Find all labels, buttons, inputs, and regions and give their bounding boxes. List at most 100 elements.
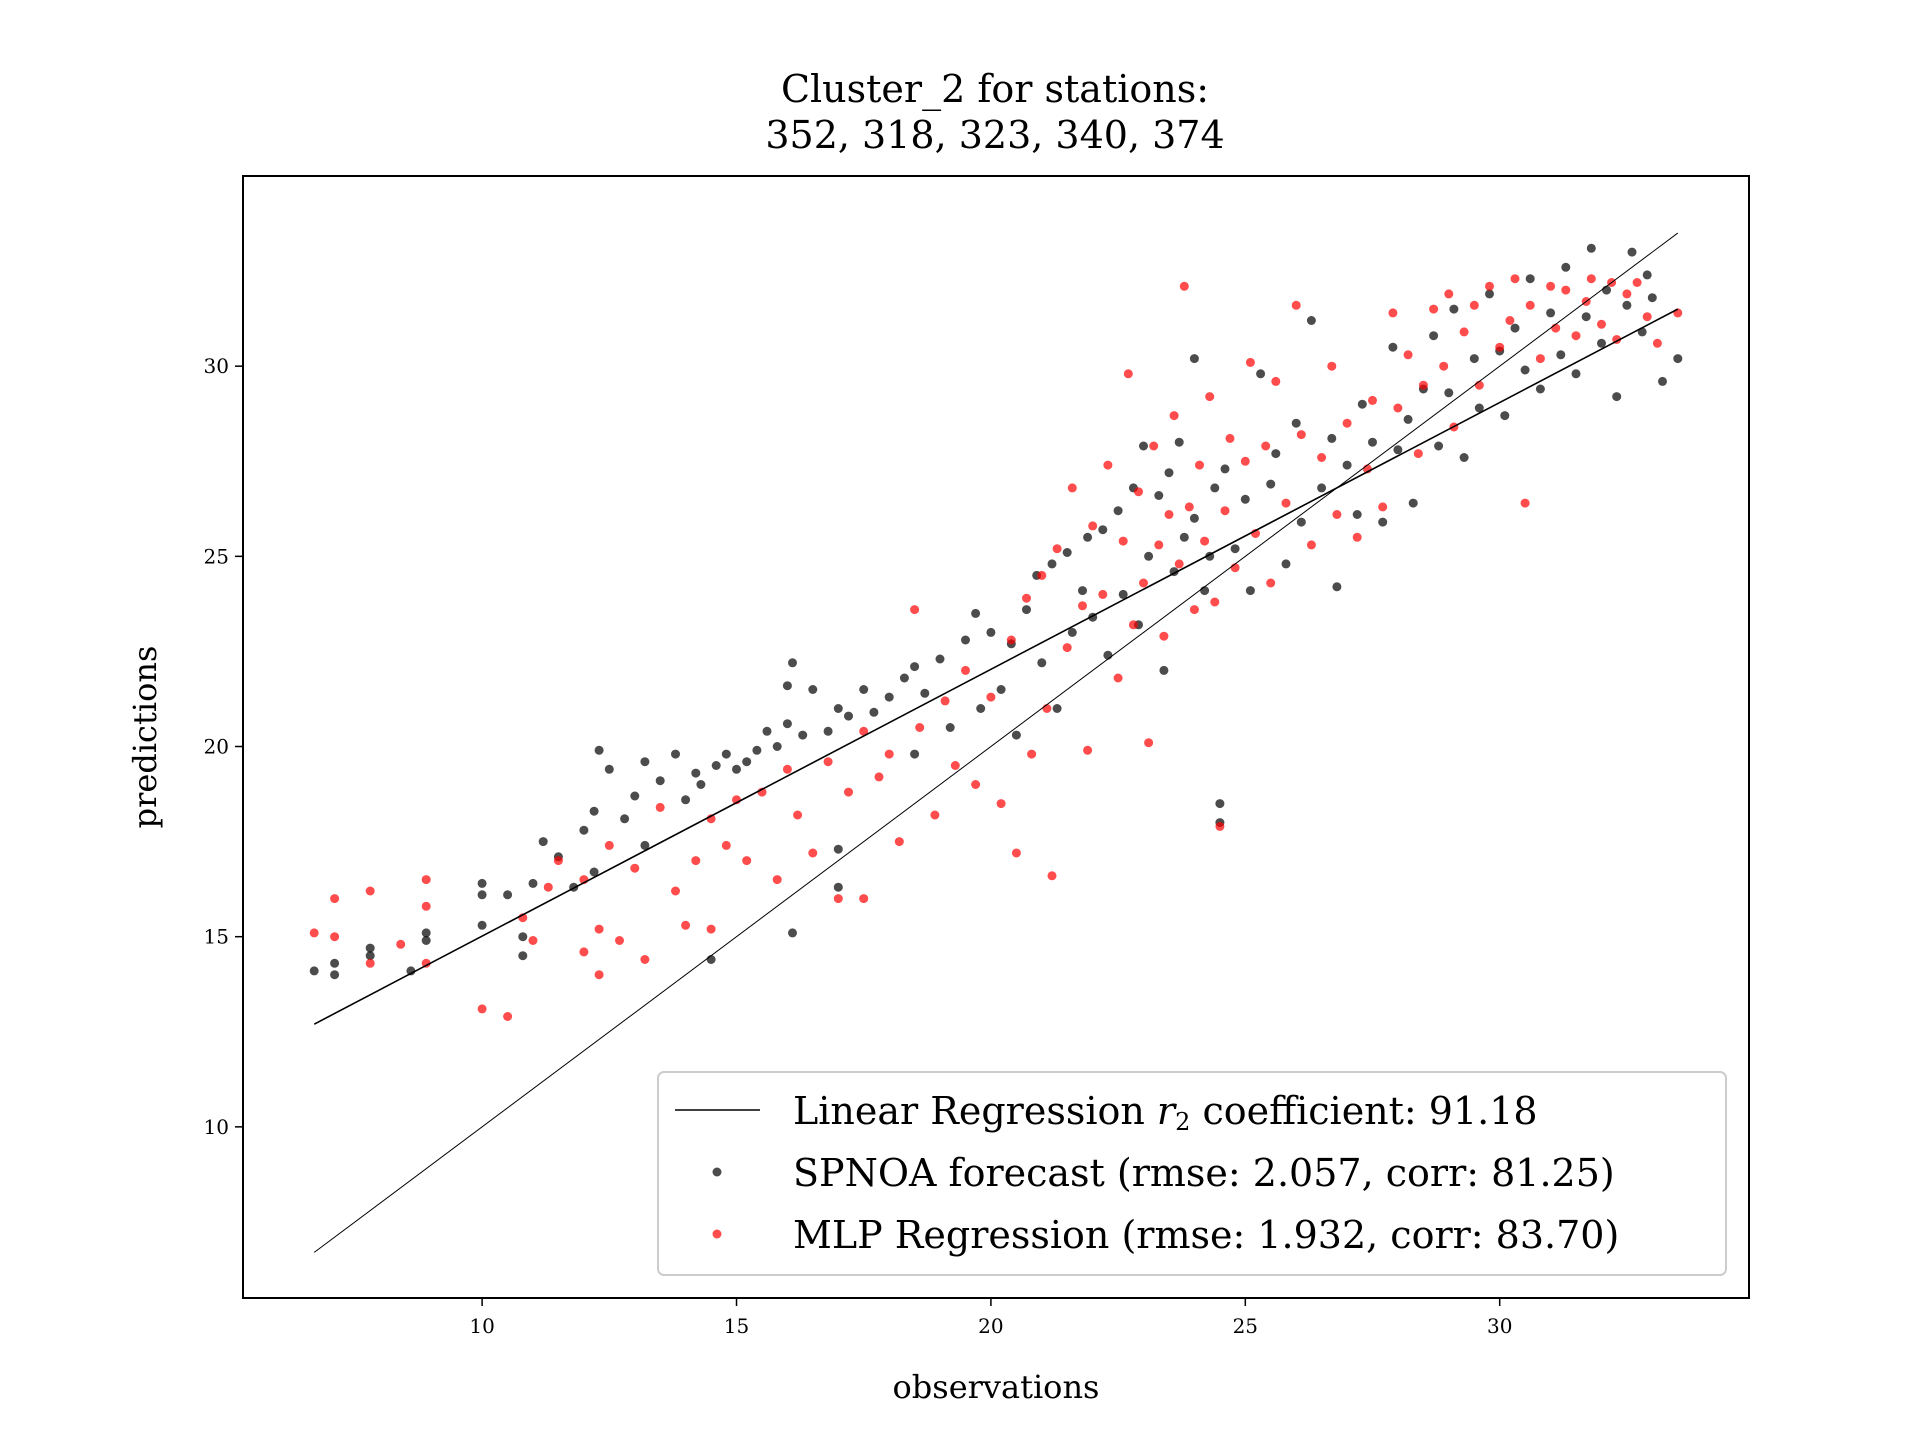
mlp-point-68 [1103,460,1113,470]
spnoa-point-107 [1296,517,1306,527]
spnoa-point-92 [1189,354,1199,364]
mlp-point-2 [330,932,340,942]
mlp-point-69 [1113,673,1123,683]
mlp-point-22 [640,955,650,964]
spnoa-point-100 [1240,494,1250,504]
spnoa-point-120 [1408,498,1418,508]
mlp-point-56 [1022,593,1031,603]
spnoa-point-61 [971,608,981,618]
spnoa-point-129 [1485,289,1494,299]
mlp-point-55 [1011,848,1021,858]
mlp-point-75 [1144,738,1154,748]
mlp-point-82 [1179,281,1189,291]
spnoa-point-33 [711,761,721,770]
spnoa-point-79 [1113,506,1123,516]
mlp-point-37 [823,757,833,767]
mlp-point-88 [1210,597,1220,607]
mlp-point-51 [971,780,981,789]
spnoa-point-18 [579,825,589,835]
spnoa-point-115 [1368,437,1377,447]
mlp-point-46 [915,723,925,732]
mlp-point-98 [1271,376,1281,386]
mlp-point-7 [421,901,431,911]
mlp-point-66 [1088,521,1098,531]
spnoa-point-57 [920,688,930,698]
mlp-point-116 [1429,304,1439,314]
mlp-point-73 [1134,487,1143,497]
mlp-point-50 [961,665,970,675]
mlp-point-77 [1154,540,1164,550]
spnoa-point-80 [1118,589,1128,599]
mlp-point-61 [1052,544,1062,554]
mlp-point-45 [910,605,920,615]
mlp-point-131 [1551,323,1561,333]
spnoa-point-34 [721,749,731,759]
mlp-point-14 [553,856,563,866]
mlp-point-57 [1027,749,1037,759]
mlp-point-89 [1215,821,1225,831]
identity-line [313,232,1679,1253]
spnoa-point-89 [1174,437,1184,447]
spnoa-point-122 [1429,331,1439,341]
legend: Linear Regression r2 coefficient: 91.18 … [657,1071,1727,1276]
mlp-point-39 [844,787,853,797]
spnoa-point-123 [1434,441,1444,451]
spnoa-point-145 [1622,300,1632,310]
x-tick-label-10: 10 [469,1314,494,1338]
mlp-point-40 [859,726,869,736]
mlp-point-109 [1368,395,1377,405]
spnoa-point-37 [752,745,762,755]
spnoa-point-51 [859,685,869,694]
spnoa-point-48 [833,844,843,854]
spnoa-point-93 [1200,586,1210,596]
mlp-point-103 [1317,453,1327,462]
spnoa-point-20 [589,806,599,816]
mlp-point-110 [1378,502,1388,512]
x-tick-label-25: 25 [1233,1314,1258,1338]
spnoa-point-83 [1139,441,1148,451]
mlp-point-3 [365,886,375,896]
spnoa-point-58 [935,654,945,664]
mlp-point-114 [1413,449,1423,459]
mlp-point-38 [833,894,843,904]
mlp-point-0 [309,928,319,938]
y-axis-label: predictions [126,646,164,829]
series-mlp [309,274,1683,1021]
mlp-point-78 [1159,631,1169,641]
spnoa-point-117 [1388,342,1398,352]
mlp-point-67 [1098,589,1108,599]
spnoa-point-105 [1281,559,1291,569]
spnoa-point-72 [1062,548,1072,557]
x-axis: 10 15 20 25 30 [469,1298,1512,1338]
spnoa-point-133 [1520,365,1530,375]
spnoa-point-74 [1078,586,1087,596]
mlp-point-20 [615,936,624,945]
spnoa-point-22 [604,764,614,774]
spnoa-point-84 [1144,551,1154,561]
mlp-point-122 [1474,380,1484,390]
mlp-point-97 [1266,578,1276,588]
mlp-point-9 [477,1004,487,1014]
spnoa-point-59 [945,723,955,732]
spnoa-point-128 [1474,403,1484,413]
spnoa-point-104 [1271,449,1281,459]
spnoa-point-99 [1230,544,1240,554]
spnoa-point-126 [1459,453,1469,462]
spnoa-point-144 [1612,392,1622,402]
mlp-point-140 [1632,278,1642,287]
spnoa-point-113 [1352,510,1362,519]
mlp-point-104 [1327,361,1337,371]
spnoa-point-42 [788,658,797,668]
mlp-point-87 [1205,392,1215,402]
spnoa-point-141 [1586,243,1596,253]
spnoa-point-2 [330,958,340,968]
spnoa-point-32 [706,955,716,964]
mlp-point-34 [782,764,792,774]
spnoa-point-85 [1154,491,1164,500]
spnoa-point-41 [782,719,792,729]
mlp-point-26 [691,856,701,866]
axes-frame [242,175,1750,1299]
spnoa-point-111 [1332,582,1342,592]
mlp-point-112 [1393,403,1403,413]
spnoa-point-151 [1642,270,1652,280]
